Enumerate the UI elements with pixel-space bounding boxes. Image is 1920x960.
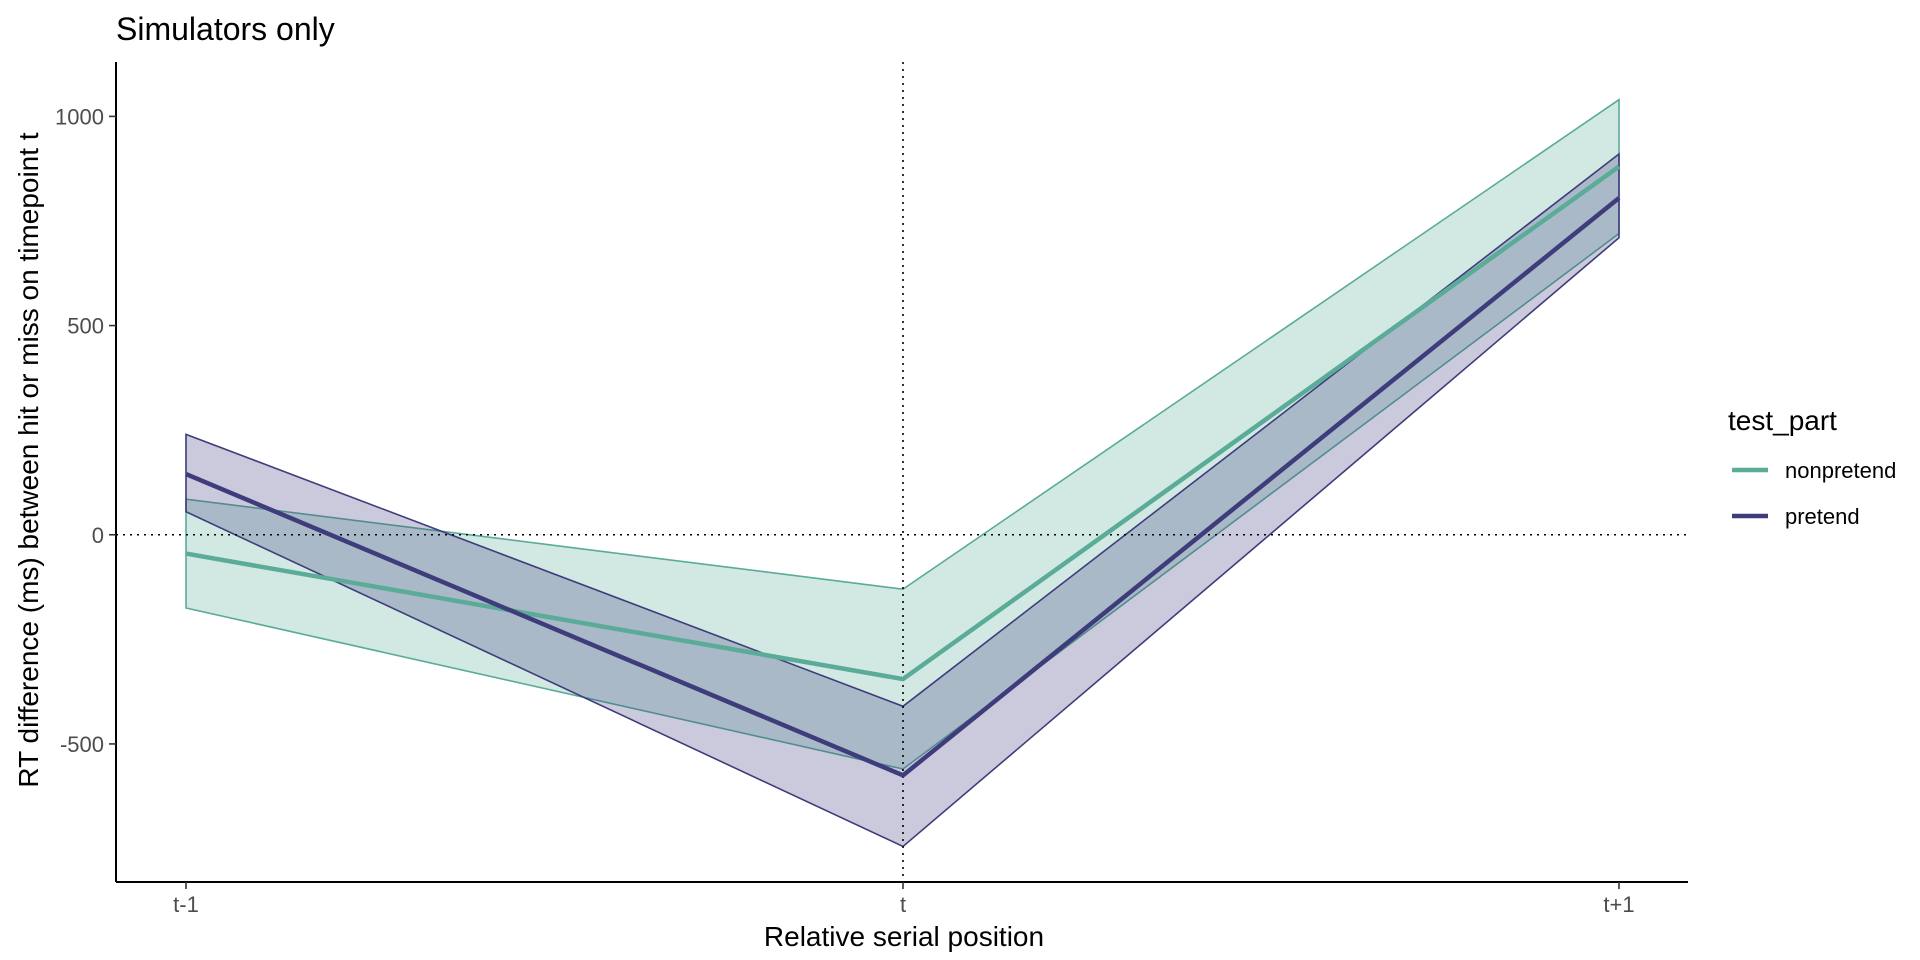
legend-title: test_part	[1728, 405, 1837, 436]
line-nonpretend	[185, 164, 1621, 682]
reference-lines	[116, 62, 1688, 882]
x-axis-ticks: t-1 t t+1	[173, 882, 1635, 917]
series-lines	[185, 164, 1621, 778]
y-tick-label: 0	[92, 523, 104, 548]
y-tick-label: 1000	[55, 104, 104, 129]
legend-label-nonpretend: nonpretend	[1785, 458, 1896, 483]
legend-label-pretend: pretend	[1785, 504, 1860, 529]
y-tick-label: -500	[60, 732, 104, 757]
x-tick-label: t-1	[173, 892, 199, 917]
y-axis-ticks: -500 0 500 1000	[55, 104, 116, 757]
x-axis-title: Relative serial position	[764, 921, 1044, 952]
y-axis-title: RT difference (ms) between hit or miss o…	[13, 132, 44, 787]
y-tick-label: 500	[67, 314, 104, 339]
x-tick-label: t	[900, 892, 906, 917]
line-pretend	[185, 196, 1621, 778]
chart-title: Simulators only	[116, 11, 335, 47]
legend: test_part nonpretend pretend	[1728, 405, 1896, 529]
x-tick-label: t+1	[1603, 892, 1634, 917]
